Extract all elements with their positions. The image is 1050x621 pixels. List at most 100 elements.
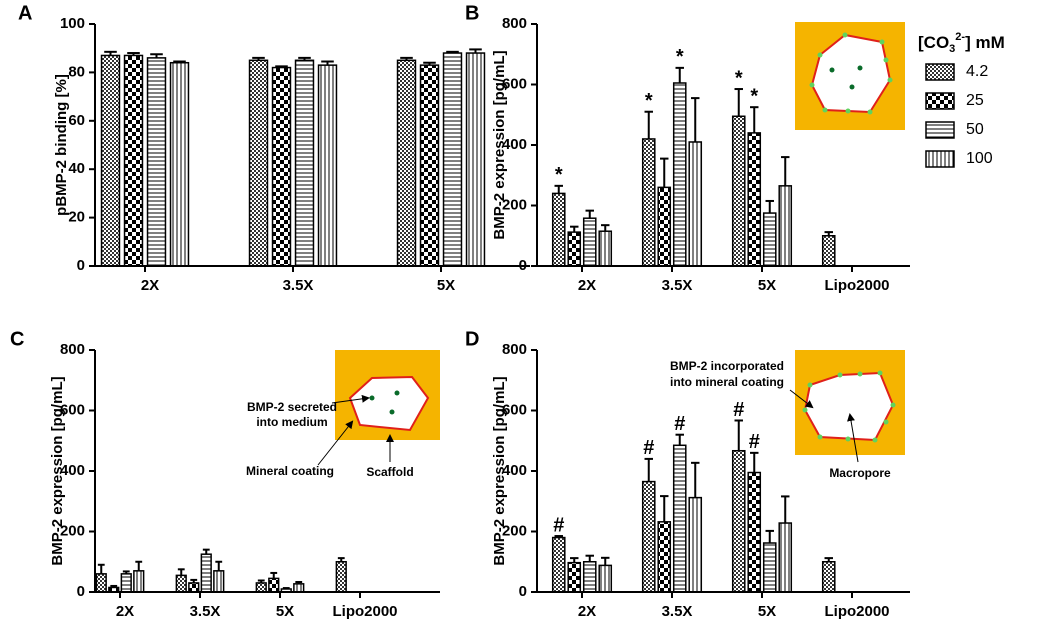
error-bar — [104, 50, 117, 56]
bar — [821, 235, 836, 267]
y-axis-title: BMP-2 expression [pg/mL] — [491, 376, 508, 565]
panel-label: A — [18, 2, 32, 24]
y-tick-label: 20 — [68, 209, 85, 226]
significance-mark: * — [676, 46, 684, 68]
bar — [731, 115, 746, 267]
significance-mark: * — [735, 67, 743, 89]
y-tick-label: 0 — [77, 257, 85, 274]
error-bar — [190, 578, 198, 583]
error-bar — [570, 225, 579, 233]
significance-mark: # — [643, 437, 654, 459]
y-axis-title: pBMP-2 binding [%] — [53, 74, 70, 216]
bar — [582, 561, 597, 593]
bar — [120, 573, 132, 593]
y-tick-label: 200 — [502, 196, 527, 213]
bar — [465, 52, 486, 267]
x-tick-label: 3.5X — [190, 603, 221, 620]
error-bar — [554, 535, 563, 538]
x-tick-label: 2X — [141, 277, 159, 294]
x-tick-label: 2X — [578, 603, 596, 620]
error-bar — [282, 587, 290, 590]
significance-mark: # — [674, 413, 685, 435]
y-tick-label: 40 — [68, 160, 85, 177]
bar — [731, 449, 746, 593]
significance-mark: # — [553, 514, 564, 536]
inset-label: Mineral coating — [246, 464, 334, 478]
y-tick-label: 400 — [60, 462, 85, 479]
error-bar — [295, 581, 303, 584]
bar — [688, 496, 703, 593]
error-bar — [781, 156, 790, 186]
significance-mark: # — [749, 431, 760, 453]
y-tick-label: 600 — [502, 401, 527, 418]
error-bar — [765, 529, 774, 543]
error-bar — [660, 495, 669, 522]
bar — [268, 577, 280, 593]
legend-title-part: [CO — [918, 33, 949, 52]
inset-label: Scaffold — [366, 465, 413, 479]
bar — [175, 574, 187, 593]
error-bar — [446, 50, 459, 54]
error-bar — [601, 224, 610, 232]
bar — [551, 192, 566, 267]
bar — [657, 186, 672, 267]
inset-label: Macropore — [829, 466, 891, 480]
significance-mark: * — [750, 85, 758, 107]
error-bar — [675, 66, 684, 83]
legend-swatch — [925, 92, 955, 110]
y-tick-label: 200 — [60, 522, 85, 539]
bar — [169, 61, 190, 267]
bar — [335, 561, 347, 593]
y-tick-label: 600 — [60, 401, 85, 418]
y-tick-label: 600 — [502, 75, 527, 92]
inset-d: BMP-2 incorporated into mineral coating M… — [670, 350, 905, 480]
bar — [551, 536, 566, 593]
bar — [255, 582, 267, 593]
bar — [641, 480, 656, 593]
legend-title-sup: 2- — [955, 31, 965, 43]
x-tick-label: 5X — [437, 277, 455, 294]
error-bar — [97, 563, 105, 574]
inset-label: BMP-2 secreted into medium — [247, 400, 337, 429]
error-bar — [177, 568, 185, 576]
bar — [641, 138, 656, 267]
y-tick-label: 200 — [502, 522, 527, 539]
legend-swatch — [925, 121, 955, 139]
bar — [778, 522, 793, 593]
significance-mark: * — [555, 164, 563, 186]
x-tick-label: Lipo2000 — [824, 603, 889, 620]
error-bar — [173, 60, 186, 63]
bar — [567, 231, 582, 267]
bar — [293, 583, 305, 593]
error-bar — [601, 556, 610, 566]
bar — [598, 564, 613, 593]
error-bar — [202, 548, 210, 555]
error-bar — [270, 571, 278, 579]
bar — [95, 573, 107, 593]
bar — [762, 542, 777, 593]
bar — [657, 521, 672, 593]
significance-mark: * — [645, 90, 653, 112]
y-tick-label: 400 — [502, 462, 527, 479]
bar — [133, 570, 145, 593]
error-bar — [423, 61, 436, 66]
y-tick-label: 400 — [502, 136, 527, 153]
y-tick-label: 0 — [77, 583, 85, 600]
bar — [248, 59, 269, 267]
legend-swatch — [925, 150, 955, 168]
x-tick-label: 3.5X — [662, 603, 693, 620]
error-bar — [275, 65, 288, 68]
error-bar — [570, 557, 579, 563]
y-tick-label: 800 — [60, 341, 85, 358]
bar — [419, 64, 440, 267]
error-bar — [691, 97, 700, 142]
bar — [762, 212, 777, 267]
bar — [396, 59, 417, 267]
y-tick-label: 100 — [60, 15, 85, 32]
y-axis-title: BMP-2 expression [pg/mL] — [491, 50, 508, 239]
bar — [294, 59, 315, 267]
error-bar — [691, 461, 700, 498]
bar — [100, 54, 121, 267]
error-bar — [765, 199, 774, 214]
